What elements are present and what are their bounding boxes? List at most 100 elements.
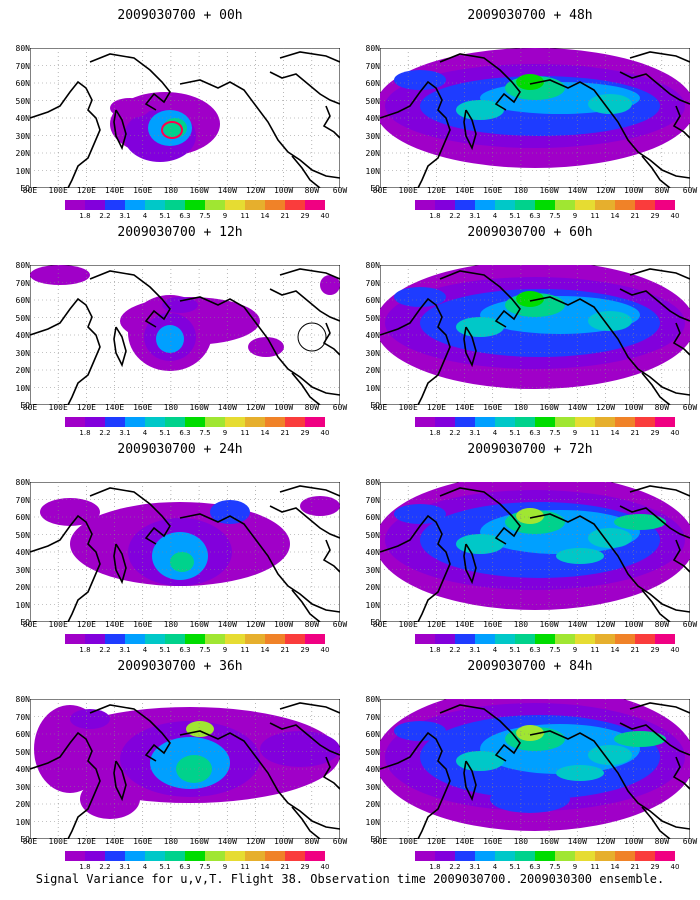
- colorbar-tick-label: 29: [300, 863, 310, 871]
- colorbar-swatch: [85, 200, 105, 210]
- colorbar-tick-label: 5.1: [159, 429, 171, 437]
- longitude-label: 140W: [567, 620, 587, 629]
- longitude-label: 120E: [76, 620, 96, 629]
- colorbar-swatch: [455, 417, 475, 427]
- colorbar-tick-label: 21: [280, 212, 290, 220]
- panel-title: 2009030700 + 72h: [467, 442, 593, 457]
- latitude-label: 70N: [365, 495, 380, 505]
- colorbar-swatch: [655, 417, 675, 427]
- colorbar-tick-label: 11: [590, 212, 600, 220]
- colorbar-swatch: [475, 200, 495, 210]
- colorbar-tick-label: 4: [492, 863, 498, 871]
- colorbar: [415, 417, 675, 427]
- colorbar-tick-label: 21: [630, 863, 640, 871]
- colorbar-tick-label: 40: [320, 429, 330, 437]
- longitude-label: 60W: [332, 403, 348, 412]
- longitude-label: 180: [513, 620, 529, 629]
- colorbar: [65, 200, 325, 210]
- variance-contour: [456, 317, 504, 337]
- variance-contour: [40, 498, 100, 526]
- latitude-label: 80N: [365, 695, 380, 704]
- colorbar-tick-label: 6.3: [529, 212, 541, 220]
- coastline: [439, 704, 521, 762]
- colorbar-tick-label: 40: [670, 212, 680, 220]
- colorbar-swatch: [85, 634, 105, 644]
- coastline: [672, 756, 690, 790]
- colorbar-swatch: [615, 851, 635, 861]
- colorbar-swatch: [205, 417, 225, 427]
- coastline: [322, 756, 340, 790]
- coastline: [279, 51, 340, 63]
- latitude-label: EQ: [20, 835, 30, 844]
- longitude-label: 100E: [48, 186, 68, 195]
- colorbar-tick-label: 1.8: [79, 863, 91, 871]
- colorbar-swatch: [85, 851, 105, 861]
- coastline: [641, 589, 671, 622]
- colorbar-swatch: [515, 417, 535, 427]
- colorbar-tick-label: 7.5: [549, 212, 561, 220]
- coastline: [291, 589, 321, 622]
- longitude-label: 80W: [304, 620, 320, 629]
- colorbar-tick-label: 4: [492, 429, 498, 437]
- colorbar-tick-label: 7.5: [199, 863, 211, 871]
- longitude-label: 100W: [273, 403, 294, 412]
- longitude-label: 120E: [426, 403, 446, 412]
- coastline: [619, 288, 690, 322]
- colorbar-swatch: [305, 417, 325, 427]
- colorbar-swatch: [435, 851, 455, 861]
- variance-contour: [394, 70, 446, 90]
- longitude-label: 160W: [539, 837, 559, 846]
- coastline: [179, 730, 340, 830]
- latitude-label: EQ: [20, 184, 30, 193]
- coastline: [629, 485, 690, 497]
- longitude-label: 120E: [76, 186, 96, 195]
- coastline: [380, 297, 451, 405]
- longitude-label: 140E: [454, 837, 475, 846]
- colorbar: [65, 634, 325, 644]
- longitude-label: 80E: [372, 837, 388, 846]
- colorbar-swatch: [285, 417, 305, 427]
- colorbar-swatch: [475, 417, 495, 427]
- longitude-label: 100W: [623, 620, 644, 629]
- latitude-label: 30N: [15, 782, 30, 792]
- coastline: [89, 53, 171, 111]
- colorbar-swatch: [575, 417, 595, 427]
- colorbar-swatch: [555, 851, 575, 861]
- colorbar-tick-label: 14: [260, 863, 270, 871]
- colorbar-tick-label: 21: [280, 429, 290, 437]
- colorbar-tick-label: 9: [572, 863, 578, 871]
- coastline: [672, 105, 690, 139]
- latitude-label: EQ: [20, 401, 30, 410]
- colorbar-swatch: [595, 200, 615, 210]
- coastline: [279, 485, 340, 497]
- longitude-label: 180: [163, 837, 179, 846]
- colorbar-swatch: [65, 851, 85, 861]
- colorbar-tick-label: 1.8: [79, 646, 91, 654]
- coastline: [269, 288, 340, 322]
- longitude-label: 140E: [454, 620, 475, 629]
- variance-contour: [394, 287, 446, 307]
- latitude-label: 10N: [15, 600, 30, 610]
- longitude-label: 80W: [654, 837, 670, 846]
- longitude-label: 180: [163, 620, 179, 629]
- longitude-label: 180: [163, 186, 179, 195]
- colorbar-tick-label: 9: [222, 646, 228, 654]
- latitude-label: 50N: [15, 96, 30, 106]
- colorbar-swatch: [185, 851, 205, 861]
- longitude-label: 80E: [22, 620, 38, 629]
- longitude-label: 80W: [304, 403, 320, 412]
- coastline: [439, 270, 521, 328]
- latitude-label: 60N: [15, 79, 30, 88]
- longitude-label: 100E: [48, 403, 68, 412]
- colorbar-tick-label: 14: [610, 212, 620, 220]
- forecast-panel: 2009030700 + 12h 80N 70N 60N 50N 40N 30N 20N 10N…: [10, 225, 350, 440]
- longitude-label: 160E: [133, 186, 153, 195]
- coastline: [30, 514, 101, 622]
- longitude-label: 160W: [189, 837, 209, 846]
- longitude-label: 100E: [48, 837, 68, 846]
- colorbar-tick-label: 6.3: [529, 646, 541, 654]
- colorbar-labels: 1.8 2.2 3.1 4 5.1 6.3 7.5 9 11 14 21 29 40: [415, 863, 679, 873]
- longitude-label: 120W: [595, 186, 616, 195]
- coastline: [291, 806, 321, 839]
- variance-map: [380, 482, 690, 622]
